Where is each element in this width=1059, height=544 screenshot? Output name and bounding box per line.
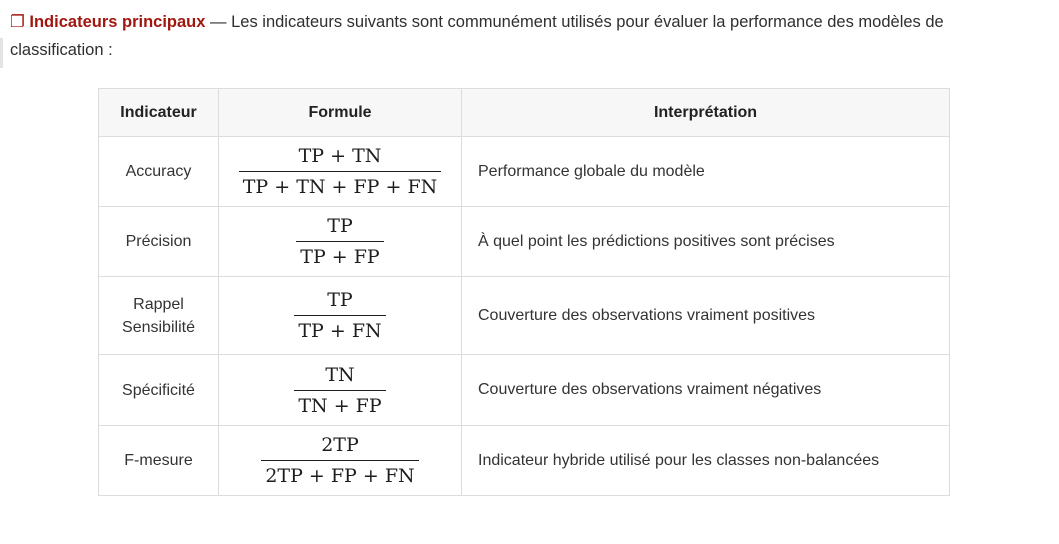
indicator-name-line: Sensibilité [122, 318, 195, 336]
indicator-name-line: Précision [125, 233, 192, 250]
formula-cell: 2TP 2TP + FP + FN [218, 425, 462, 496]
intro-text: — Les indicateurs suivants sont communém… [10, 13, 944, 59]
table-row-specificite: Spécificité TN TN + FP Couverture des ob… [98, 354, 950, 426]
fraction-denominator: TP + FP [296, 241, 384, 269]
fraction-denominator: TN + FP [294, 389, 386, 418]
fraction-numerator: 2TP [321, 434, 359, 456]
fraction-denominator: 2TP + FP + FN [261, 460, 419, 488]
interpretation-cell: Indicateur hybride utilisé pour les clas… [461, 425, 950, 496]
indicator-name-line: Accuracy [125, 163, 192, 180]
fraction-numerator: TP [327, 215, 353, 237]
indicator-name: Précision [98, 206, 219, 277]
formula-cell: TP + TN TP + TN + FP + FN [218, 136, 462, 207]
formula-cell: TN TN + FP [218, 354, 462, 426]
table-row-accuracy: Accuracy TP + TN TP + TN + FP + FN Perfo… [98, 136, 950, 207]
fraction: TP TP + FN [294, 288, 386, 343]
indicator-name-line: F-mesure [124, 452, 193, 469]
table-row-f-mesure: F-mesure 2TP 2TP + FP + FN Indicateur hy… [98, 425, 950, 496]
interpretation-cell: Couverture des observations vraiment pos… [461, 276, 950, 355]
fraction-numerator: TP [327, 289, 353, 311]
intro-lead: Indicateurs principaux [29, 13, 206, 31]
indicator-name-line: Rappel [133, 295, 184, 313]
formula-cell: TP TP + FN [218, 276, 462, 355]
fraction: TP TP + FP [296, 214, 384, 269]
fraction: TN TN + FP [294, 363, 386, 418]
indicator-name-line: Spécificité [122, 381, 195, 399]
fraction-denominator: TP + FN [294, 315, 386, 343]
fraction: TP + TN TP + TN + FP + FN [238, 144, 442, 199]
table-row-rappel: Rappel Sensibilité TP TP + FN Couverture… [98, 276, 950, 355]
header-indicateur: Indicateur [98, 88, 219, 137]
table-header-row: Indicateur Formule Interprétation [98, 88, 950, 137]
indicator-name: Rappel Sensibilité [98, 276, 219, 355]
indicator-name: Spécificité [98, 354, 219, 426]
table-row-precision: Précision TP TP + FP À quel point les pr… [98, 206, 950, 277]
indicator-name: Accuracy [98, 136, 219, 207]
interpretation-cell: Performance globale du modèle [461, 136, 950, 207]
header-interpretation: Interprétation [461, 88, 950, 137]
formula-cell: TP TP + FP [218, 206, 462, 277]
left-margin-rule [0, 38, 3, 68]
indicator-name: F-mesure [98, 425, 219, 496]
interpretation-cell: À quel point les prédictions positives s… [461, 206, 950, 277]
metrics-table: Indicateur Formule Interprétation Accura… [98, 88, 950, 496]
fraction-numerator: TN [325, 363, 355, 386]
header-formule: Formule [218, 88, 462, 137]
fraction: 2TP 2TP + FP + FN [261, 433, 419, 488]
checkbox-bullet-icon: ❐ [10, 13, 25, 31]
fraction-numerator: TP + TN [298, 145, 382, 167]
interpretation-cell: Couverture des observations vraiment nég… [461, 354, 950, 426]
fraction-denominator: TP + TN + FP + FN [238, 171, 442, 199]
intro-paragraph: ❐ Indicateurs principaux — Les indicateu… [10, 8, 1040, 64]
